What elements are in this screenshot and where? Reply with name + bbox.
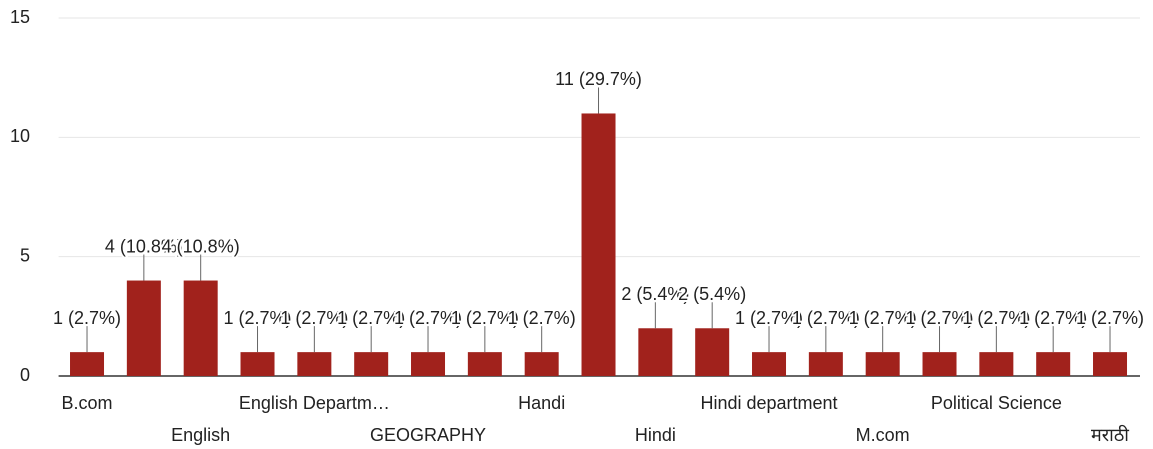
value-label: 1 (2.7%) xyxy=(962,308,1030,328)
x-tick-label: GEOGRAPHY xyxy=(370,425,486,445)
value-label: 1 (2.7%) xyxy=(451,308,519,328)
bar xyxy=(354,352,389,376)
x-tick-label: B.com xyxy=(62,393,113,413)
bar xyxy=(638,328,673,376)
value-label: 1 (2.7%) xyxy=(906,308,974,328)
value-label: 1 (2.7%) xyxy=(735,308,803,328)
bar xyxy=(1036,352,1071,376)
bar xyxy=(297,352,332,376)
bar xyxy=(865,352,900,376)
value-label: 1 (2.7%) xyxy=(224,308,292,328)
x-tick-label: English Departm… xyxy=(239,393,390,413)
bar xyxy=(240,352,275,376)
value-label: 4 (10.8%) xyxy=(105,236,183,256)
bar xyxy=(524,352,559,376)
value-label: 2 (5.4%) xyxy=(621,284,689,304)
value-label: 1 (2.7%) xyxy=(1076,308,1144,328)
bar xyxy=(126,280,161,376)
value-label: 11 (29.7%) xyxy=(555,69,642,89)
value-label: 1 (2.7%) xyxy=(508,308,576,328)
x-tick-label: M.com xyxy=(856,425,910,445)
value-label: 4 (10.8%) xyxy=(162,236,240,256)
y-tick-label: 15 xyxy=(10,7,30,27)
bar xyxy=(411,352,446,376)
bar xyxy=(183,280,218,376)
bar xyxy=(581,113,616,376)
value-label: 1 (2.7%) xyxy=(280,308,348,328)
x-tick-label: English xyxy=(171,425,230,445)
value-label: 1 (2.7%) xyxy=(53,308,121,328)
value-label: 2 (5.4%) xyxy=(678,284,746,304)
bar xyxy=(752,352,787,376)
bar xyxy=(808,352,843,376)
value-label: 1 (2.7%) xyxy=(394,308,462,328)
bar xyxy=(1093,352,1128,376)
y-tick-label: 5 xyxy=(20,245,30,265)
bar xyxy=(695,328,730,376)
value-label: 1 (2.7%) xyxy=(792,308,860,328)
x-tick-label: Hindi department xyxy=(700,393,837,413)
x-tick-label: Hindi xyxy=(635,425,676,445)
value-label: 1 (2.7%) xyxy=(337,308,405,328)
y-tick-label: 10 xyxy=(10,126,30,146)
x-tick-label: Handi xyxy=(518,393,565,413)
x-tick-label: मराठी xyxy=(1091,424,1129,445)
value-label: 1 (2.7%) xyxy=(1019,308,1087,328)
x-tick-label: Political Science xyxy=(931,393,1062,413)
bar xyxy=(922,352,957,376)
bar xyxy=(979,352,1014,376)
bar xyxy=(467,352,502,376)
value-label: 1 (2.7%) xyxy=(849,308,917,328)
bar xyxy=(70,352,105,376)
y-tick-label: 0 xyxy=(20,365,30,385)
